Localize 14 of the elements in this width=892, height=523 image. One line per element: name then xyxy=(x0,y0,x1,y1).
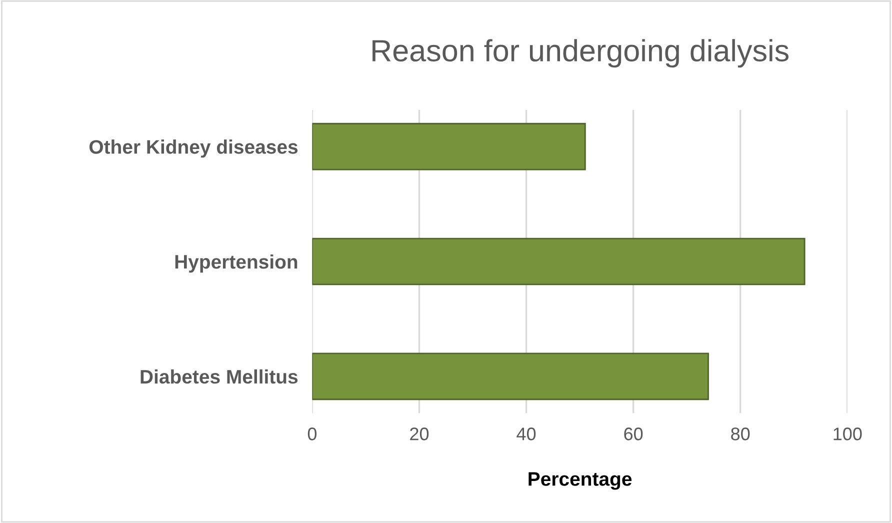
x-tick-label: 60 xyxy=(624,428,643,440)
x-tick-label: 20 xyxy=(410,428,429,440)
x-tick-label: 0 xyxy=(308,428,317,440)
y-tick-label: Hypertension xyxy=(175,254,298,273)
x-tick-label: 40 xyxy=(516,428,536,440)
x-axis-title: Percentage xyxy=(528,472,632,490)
bar xyxy=(312,238,806,286)
y-tick-label: Other Kidney diseases xyxy=(89,140,298,158)
x-tick-label: 100 xyxy=(834,428,862,440)
chart-title: Reason for undergoing dialysis xyxy=(372,39,788,68)
x-tick-label: 80 xyxy=(731,428,750,440)
y-tick-label: Diabetes Mellitus xyxy=(140,369,298,384)
bar xyxy=(312,352,709,400)
bar xyxy=(312,122,586,170)
